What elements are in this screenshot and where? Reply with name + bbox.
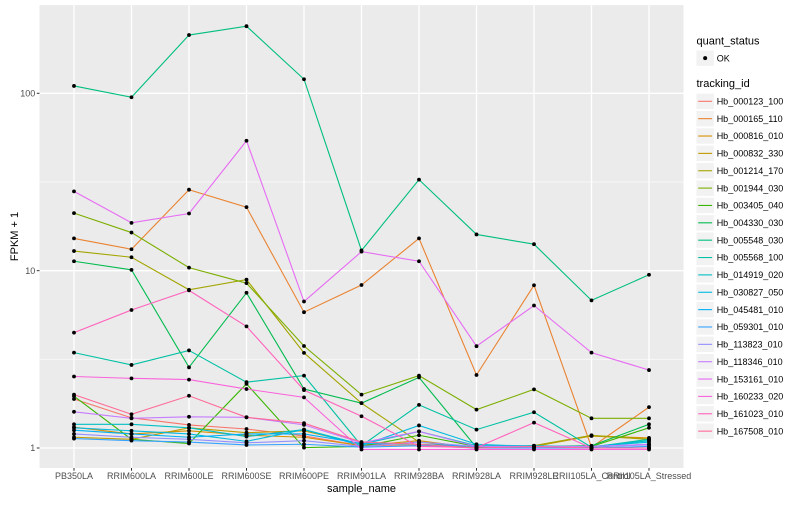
svg-text:Hb_161023_010: Hb_161023_010 — [717, 409, 784, 419]
svg-text:Hb_001214_170: Hb_001214_170 — [717, 166, 784, 176]
svg-text:10: 10 — [25, 266, 35, 276]
svg-text:Hb_113823_010: Hb_113823_010 — [717, 340, 783, 350]
svg-text:RRIM928LE: RRIM928LE — [509, 471, 558, 481]
svg-text:RRIM928BA: RRIM928BA — [394, 471, 444, 481]
svg-text:1: 1 — [30, 443, 35, 453]
svg-text:RRIM600LA: RRIM600LA — [107, 471, 156, 481]
svg-text:Hb_118346_010: Hb_118346_010 — [717, 357, 783, 367]
svg-text:Hb_000816_010: Hb_000816_010 — [717, 131, 784, 141]
svg-text:Hb_153161_010: Hb_153161_010 — [717, 374, 784, 384]
svg-text:Hb_000123_100: Hb_000123_100 — [717, 97, 784, 107]
svg-text:Hb_004330_030: Hb_004330_030 — [717, 218, 784, 228]
svg-text:RRIM901LA: RRIM901LA — [337, 471, 386, 481]
svg-text:RRII105LA_Stressed: RRII105LA_Stressed — [607, 471, 692, 481]
svg-text:Hb_160233_020: Hb_160233_020 — [717, 392, 784, 402]
svg-text:PB350LA: PB350LA — [55, 471, 93, 481]
svg-text:Hb_059301_010: Hb_059301_010 — [717, 322, 784, 332]
svg-text:Hb_030827_050: Hb_030827_050 — [717, 287, 784, 297]
svg-text:Hb_000165_110: Hb_000165_110 — [717, 114, 783, 124]
svg-text:RRII105LA_Control: RRII105LA_Control — [552, 471, 630, 481]
svg-text:100: 100 — [20, 89, 35, 99]
svg-text:Hb_001944_030: Hb_001944_030 — [717, 183, 784, 193]
svg-text:quant_status: quant_status — [697, 36, 760, 48]
svg-text:RRIM600PE: RRIM600PE — [279, 471, 329, 481]
svg-text:Hb_000832_330: Hb_000832_330 — [717, 149, 784, 159]
svg-text:Hb_005568_100: Hb_005568_100 — [717, 253, 784, 263]
svg-text:Hb_045481_010: Hb_045481_010 — [717, 305, 784, 315]
svg-text:tracking_id: tracking_id — [697, 78, 750, 90]
svg-text:Hb_005548_030: Hb_005548_030 — [717, 235, 784, 245]
svg-text:RRIM600SE: RRIM600SE — [221, 471, 271, 481]
svg-text:Hb_003405_040: Hb_003405_040 — [717, 201, 784, 211]
svg-text:RRIM600LE: RRIM600LE — [164, 471, 213, 481]
svg-text:OK: OK — [717, 53, 730, 63]
svg-text:RRIM928LA: RRIM928LA — [452, 471, 501, 481]
svg-text:sample_name: sample_name — [327, 483, 396, 495]
svg-text:Hb_167508_010: Hb_167508_010 — [717, 426, 784, 436]
svg-text:Hb_014919_020: Hb_014919_020 — [717, 270, 784, 280]
svg-text:FPKM + 1: FPKM + 1 — [9, 212, 21, 261]
